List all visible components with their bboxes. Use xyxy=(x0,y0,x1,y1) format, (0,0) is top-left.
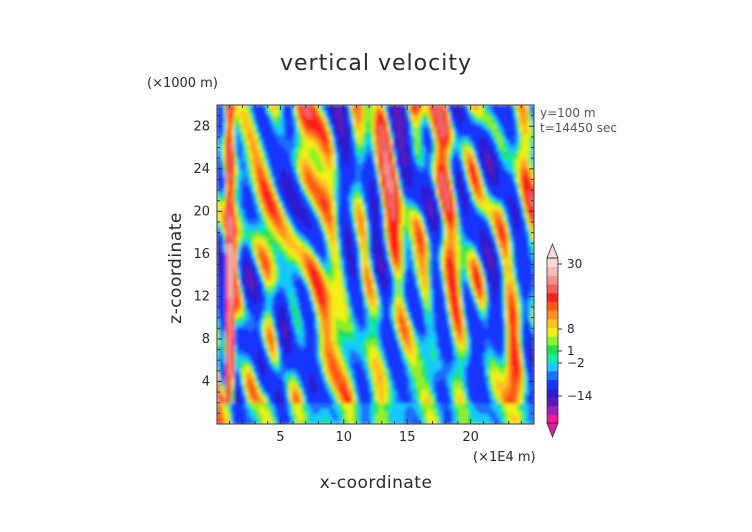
colorbar-segment xyxy=(547,362,558,372)
colorbar-label: −2 xyxy=(567,356,585,370)
colorbar-segment xyxy=(547,310,558,320)
y-tick-label: 24 xyxy=(193,162,210,177)
annotation-y: y=100 m xyxy=(540,106,596,120)
colorbar-min-arrow xyxy=(546,422,559,439)
colorbar-segment xyxy=(547,292,558,302)
colorbar-segment xyxy=(547,388,558,398)
colorbar-segment xyxy=(547,327,558,337)
x-axis-label: x-coordinate xyxy=(320,473,433,493)
colorbar-label: 8 xyxy=(567,322,575,336)
colorbar-segment xyxy=(547,284,558,294)
colorbar-segment xyxy=(547,318,558,328)
colorbar-segment xyxy=(547,336,558,346)
colorbar-label: −14 xyxy=(567,389,592,403)
y-tick-label: 28 xyxy=(193,119,210,134)
heatmap xyxy=(217,105,534,424)
colorbar-segment xyxy=(547,405,558,415)
colorbar-segment xyxy=(547,266,558,276)
colorbar-segment xyxy=(547,396,558,407)
chart-title: vertical velocity xyxy=(280,51,472,76)
x-tick-label: 20 xyxy=(462,430,479,445)
colorbar-max-arrow xyxy=(546,242,559,259)
colorbar-segment xyxy=(547,370,558,381)
colorbar-segment xyxy=(547,275,558,285)
x-tick-label: 15 xyxy=(399,430,416,445)
colorbar-label: 30 xyxy=(567,257,582,271)
x-tick-label: 5 xyxy=(276,430,284,445)
colorbar-label: 1 xyxy=(567,344,575,358)
y-tick-label: 4 xyxy=(202,374,210,389)
colorbar: 30 8 1−2 −14 xyxy=(546,242,592,439)
x-scale-label: (×1E4 m) xyxy=(473,450,536,465)
y-tick-label: 20 xyxy=(193,204,210,219)
colorbar-segment xyxy=(547,379,558,389)
y-axis-label: z-coordinate xyxy=(166,212,186,324)
x-axis: 5 10 15 20 xyxy=(229,105,522,445)
colorbar-frame xyxy=(546,257,559,424)
x-tick-label: 10 xyxy=(336,430,353,445)
colorbar-segment xyxy=(547,414,558,424)
y-tick-label: 16 xyxy=(193,247,210,262)
colorbar-segment xyxy=(547,353,558,363)
y-scale-label: (×1000 m) xyxy=(147,76,218,91)
colorbar-segment xyxy=(547,301,558,311)
annotation-t: t=14450 sec xyxy=(540,121,617,135)
y-tick-label: 12 xyxy=(193,289,210,304)
colorbar-segment xyxy=(547,344,558,355)
colorbar-segment xyxy=(547,258,558,268)
y-tick-label: 8 xyxy=(202,332,210,347)
y-axis: 4 8 12 16 20 24 28 xyxy=(193,115,534,414)
